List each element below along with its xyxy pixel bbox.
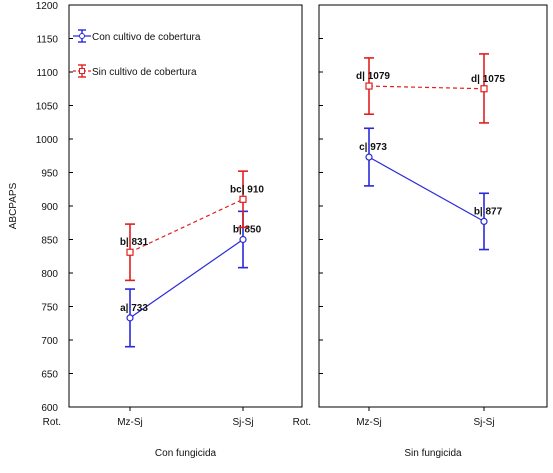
data-label: bc| 910 [230,184,264,195]
y-tick-label: 1100 [36,68,58,79]
series-line [368,85,485,90]
x-tick-label: Sj-Sj [232,417,253,428]
y-tick-label: 800 [41,269,58,280]
data-point [365,82,373,90]
y-tick-label: 600 [41,403,58,414]
data-label: a| 733 [120,303,148,314]
series-line [368,156,485,222]
data-point [480,217,488,226]
data-label: b| 831 [120,237,149,248]
y-tick-label: 1050 [36,102,59,113]
data-point [126,248,134,256]
x-prefix-label: Rot. [43,417,61,428]
x-axis-label: Con fungicida [155,448,217,459]
data-label: b| 850 [233,225,262,236]
series-sin-cultivo: b| 831 bc| 910 [120,170,264,282]
legend-label: Con cultivo de cobertura [92,32,201,43]
y-tick-label: 750 [41,303,58,314]
data-point [239,195,247,203]
axes-layer: 600 650 700 750 800 850 900 950 1000 1050 1100 1150… [8,1,58,414]
y-tick-label: 1000 [36,135,59,146]
y-tick-label: 700 [41,336,58,347]
x-prefix-label: Rot. [293,417,311,428]
data-point [239,235,247,244]
y-tick-label: 950 [41,169,58,180]
y-tick-label: 650 [41,370,58,381]
data-label: b| 877 [474,206,503,217]
y-tick-label: 1150 [36,35,58,46]
data-point [126,314,134,322]
y-tick-label: 1200 [36,1,59,12]
legend-entry: Sin cultivo de cobertura [73,64,197,78]
y-tick-label: 900 [41,202,58,213]
data-point [480,85,488,93]
legend-marker [79,33,85,39]
series-con-cultivo: c| 973 b| 877 [359,127,503,251]
panel-sin-fungicida: Rot. Mz-Sj Sj-Sj Sin fungicida c| 973 b| 877 d… [293,4,548,459]
x-axis-label: Sin fungicida [404,448,462,459]
data-point [365,153,373,161]
x-tick-label: Mz-Sj [356,417,382,428]
x-tick-label: Sj-Sj [473,417,494,428]
series-line [129,239,244,319]
panel-frame [318,4,548,408]
data-label: d| 1075 [471,74,505,85]
series-sin-cultivo: d| 1079 d| 1075 [356,53,505,124]
series-con-cultivo: a| 733 b| 850 [120,210,262,348]
legend-entry: Con cultivo de cobertura [73,29,201,43]
data-label: d| 1079 [356,71,390,82]
y-tick-label: 850 [41,236,58,247]
legend-marker [79,68,85,74]
panel-frame [68,4,303,408]
data-label: c| 973 [359,142,387,153]
x-tick-label: Mz-Sj [117,417,143,428]
legend: Con cultivo de cobertura Sin cultivo de c… [73,29,201,78]
legend-label: Sin cultivo de cobertura [92,67,197,78]
y-axis-label: ABCPAPS [8,182,19,229]
